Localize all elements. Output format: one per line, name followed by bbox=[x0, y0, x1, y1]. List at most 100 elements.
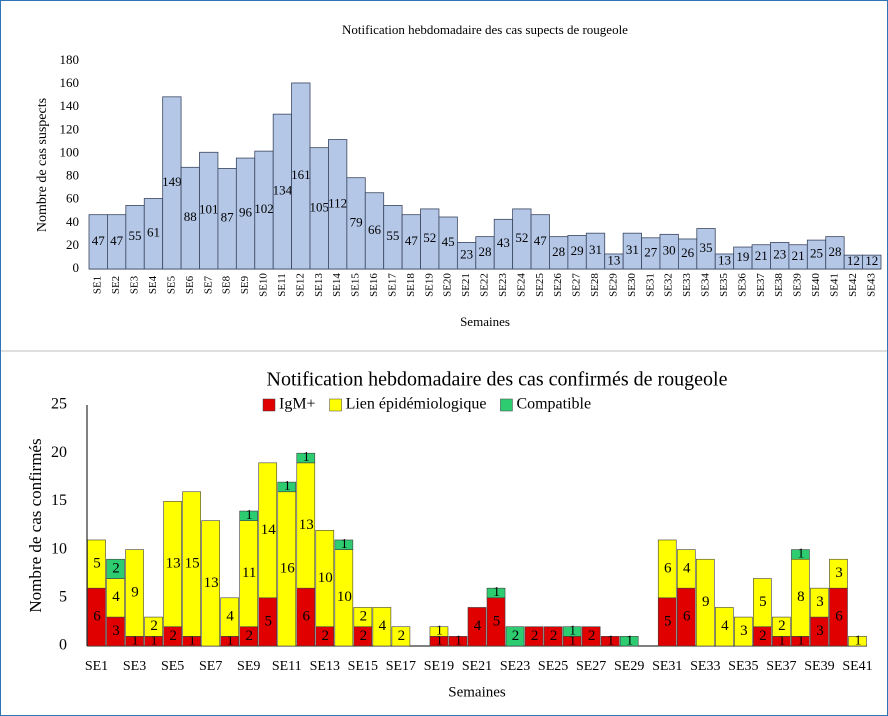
x-tick-label: SE10 bbox=[258, 273, 270, 297]
bar-segment bbox=[676, 549, 696, 589]
value-label: 1 bbox=[798, 546, 805, 561]
value-label: 28 bbox=[828, 244, 841, 259]
value-label: 4 bbox=[721, 618, 729, 634]
y-tick-label: 0 bbox=[59, 637, 67, 654]
x-tick-label: SE11 bbox=[272, 659, 302, 674]
x-tick-label: SE11 bbox=[276, 273, 288, 296]
value-label: 16 bbox=[280, 560, 296, 576]
x-tick-label: SE15 bbox=[350, 273, 362, 297]
value-label: 2 bbox=[360, 609, 368, 625]
value-label: 47 bbox=[110, 233, 124, 248]
value-label: 31 bbox=[626, 242, 639, 257]
x-tick-label: SE34 bbox=[700, 273, 712, 297]
x-tick-label: SE17 bbox=[386, 273, 398, 297]
x-tick-label: SE5 bbox=[161, 659, 184, 674]
x-tick-label: SE37 bbox=[755, 273, 767, 297]
bar-segment bbox=[334, 539, 354, 550]
value-label: 4 bbox=[379, 618, 387, 634]
value-label: 102 bbox=[254, 201, 274, 216]
value-label: 12 bbox=[865, 253, 878, 268]
value-label: 55 bbox=[386, 228, 399, 243]
bar-segment bbox=[125, 549, 144, 637]
value-label: 13 bbox=[718, 252, 731, 267]
bar-segment bbox=[505, 626, 525, 647]
x-tick-label: SE24 bbox=[515, 273, 527, 297]
x-tick-label: SE29 bbox=[614, 659, 644, 674]
value-label: 19 bbox=[736, 249, 749, 264]
x-tick-label: SE5 bbox=[165, 275, 177, 294]
chart-title: Notification hebdomadaire des cas supect… bbox=[342, 22, 628, 37]
x-tick-label: SE36 bbox=[736, 273, 748, 297]
value-label: 6 bbox=[683, 609, 691, 625]
value-label: 35 bbox=[700, 240, 713, 255]
value-label: 1 bbox=[132, 632, 139, 647]
value-label: 11 bbox=[242, 565, 256, 581]
value-label: 2 bbox=[360, 628, 368, 644]
value-label: 1 bbox=[607, 632, 614, 647]
value-label: 21 bbox=[792, 248, 805, 263]
bar-segment bbox=[524, 626, 544, 647]
y-tick-label: 25 bbox=[51, 396, 67, 413]
x-tick-label: SE28 bbox=[589, 273, 601, 297]
value-label: 2 bbox=[778, 618, 786, 634]
value-label: 2 bbox=[588, 628, 596, 644]
x-tick-label: SE29 bbox=[607, 273, 619, 297]
value-label: 6 bbox=[664, 560, 672, 576]
value-label: 2 bbox=[531, 628, 539, 644]
value-label: 1 bbox=[436, 623, 443, 638]
bar-segment bbox=[600, 636, 620, 647]
bar-segment bbox=[753, 578, 772, 628]
value-label: 10 bbox=[337, 589, 352, 605]
x-tick-label: SE15 bbox=[348, 659, 378, 674]
value-label: 61 bbox=[147, 225, 160, 240]
bar-segment bbox=[715, 607, 734, 647]
x-tick-label: SE13 bbox=[310, 659, 340, 674]
x-axis-label: Semaines bbox=[460, 314, 510, 329]
bar bbox=[696, 228, 716, 270]
bar-segment bbox=[106, 558, 125, 579]
value-label: 1 bbox=[778, 632, 785, 647]
legend-swatch bbox=[500, 398, 513, 412]
x-tick-label: SE12 bbox=[294, 273, 306, 297]
value-label: 13 bbox=[299, 517, 314, 533]
x-tick-label: SE37 bbox=[766, 659, 796, 674]
x-tick-label: SE8 bbox=[221, 275, 233, 294]
value-label: 2 bbox=[169, 628, 177, 644]
x-tick-label: SE41 bbox=[828, 273, 840, 297]
x-tick-label: SE21 bbox=[462, 659, 492, 674]
x-tick-label: SE22 bbox=[479, 273, 491, 297]
x-tick-label: SE2 bbox=[110, 276, 122, 294]
value-label: 1 bbox=[436, 632, 443, 647]
bar-segment bbox=[372, 607, 392, 647]
x-tick-label: SE27 bbox=[571, 273, 583, 297]
x-tick-label: SE13 bbox=[313, 273, 325, 297]
x-tick-label: SE38 bbox=[773, 273, 785, 297]
value-label: 23 bbox=[460, 247, 473, 262]
value-label: 5 bbox=[759, 594, 767, 610]
legend-label: Lien épidémiologique bbox=[346, 396, 487, 413]
value-label: 2 bbox=[512, 628, 520, 644]
value-label: 1 bbox=[798, 632, 805, 647]
legend-swatch bbox=[262, 398, 276, 412]
value-label: 47 bbox=[534, 233, 548, 248]
bar-segment bbox=[772, 616, 791, 637]
value-label: 12 bbox=[847, 253, 860, 268]
value-label: 10 bbox=[318, 570, 333, 586]
value-label: 27 bbox=[644, 244, 658, 259]
bar-segment bbox=[220, 597, 239, 637]
bar-segment bbox=[810, 587, 829, 618]
value-label: 28 bbox=[479, 244, 492, 259]
value-label: 2 bbox=[550, 628, 558, 644]
value-label: 105 bbox=[309, 199, 329, 214]
y-tick-label: 80 bbox=[66, 168, 79, 183]
value-label: 96 bbox=[239, 205, 253, 220]
value-label: 8 bbox=[797, 589, 805, 605]
value-label: 29 bbox=[571, 243, 584, 258]
value-label: 1 bbox=[569, 623, 576, 638]
bar bbox=[862, 254, 882, 270]
value-label: 88 bbox=[184, 209, 197, 224]
y-tick-label: 180 bbox=[60, 52, 80, 67]
y-tick-label: 140 bbox=[60, 98, 80, 113]
legend-label: Compatible bbox=[516, 396, 591, 413]
x-tick-label: SE21 bbox=[460, 273, 472, 297]
